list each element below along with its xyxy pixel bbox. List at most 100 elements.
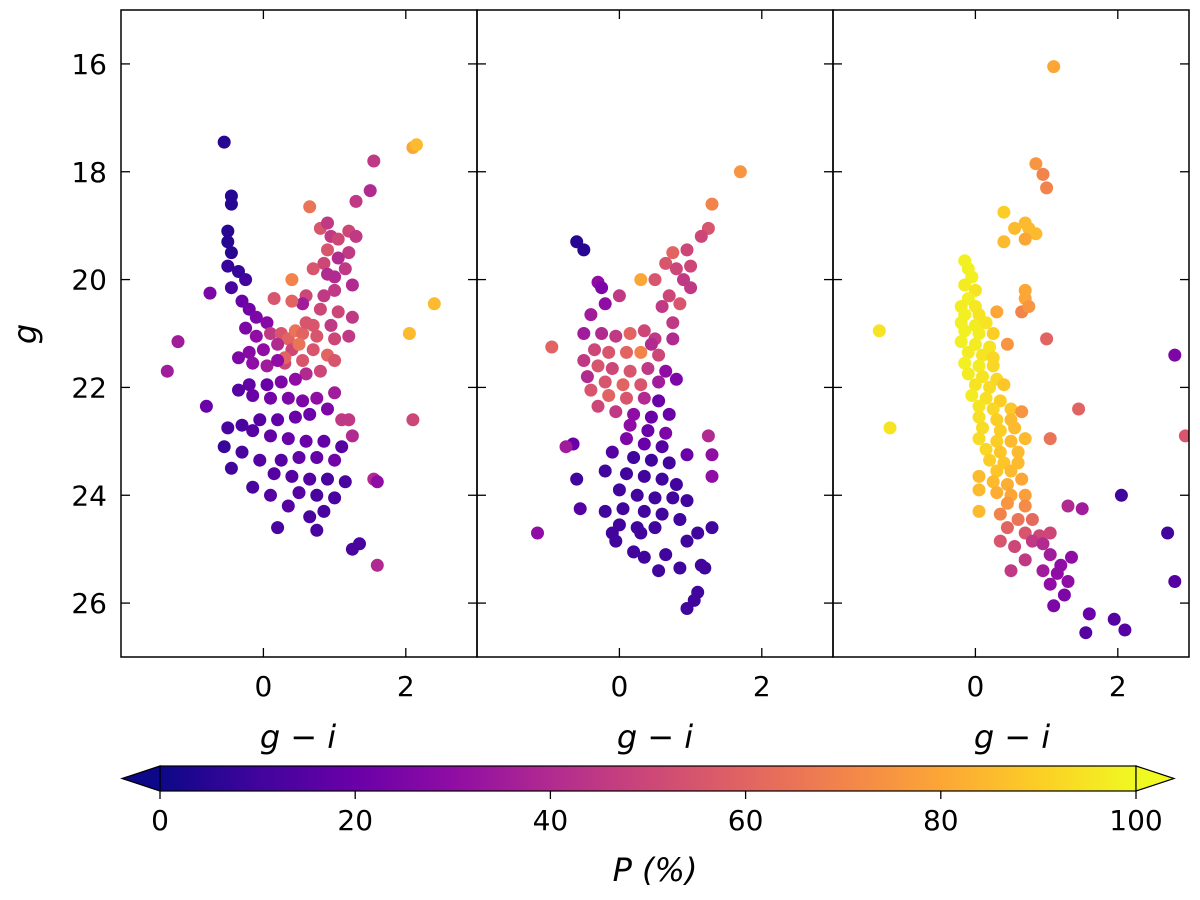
data-point bbox=[328, 283, 342, 297]
data-point bbox=[310, 451, 324, 464]
data-point bbox=[328, 354, 342, 367]
data-point bbox=[324, 318, 338, 332]
data-point bbox=[303, 407, 317, 421]
data-point bbox=[296, 354, 310, 367]
data-point bbox=[331, 251, 345, 265]
data-point bbox=[673, 297, 687, 311]
data-point bbox=[1040, 332, 1054, 346]
data-point bbox=[317, 256, 331, 270]
data-point bbox=[1079, 626, 1093, 640]
data-point bbox=[317, 504, 331, 518]
data-point bbox=[993, 445, 1007, 459]
data-point bbox=[588, 343, 601, 357]
x-tick-label: 0 bbox=[254, 670, 272, 703]
data-point bbox=[246, 424, 260, 438]
colorbar-tick-label: 20 bbox=[337, 804, 373, 837]
data-point bbox=[1011, 445, 1025, 459]
data-point bbox=[691, 526, 705, 540]
data-point bbox=[1015, 405, 1029, 419]
data-point bbox=[345, 310, 359, 324]
colorbar-extend-max bbox=[1135, 765, 1176, 792]
y-tick-label: 26 bbox=[71, 587, 107, 620]
data-point bbox=[410, 138, 423, 152]
data-point bbox=[349, 229, 363, 243]
data-point bbox=[644, 453, 658, 467]
data-point bbox=[321, 402, 334, 416]
data-point bbox=[972, 410, 986, 424]
data-point bbox=[968, 378, 982, 392]
data-point bbox=[338, 475, 352, 489]
data-point bbox=[292, 451, 306, 464]
data-point bbox=[1008, 540, 1022, 553]
data-point bbox=[221, 421, 235, 435]
data-point bbox=[673, 561, 687, 575]
data-point bbox=[1036, 167, 1050, 181]
data-point bbox=[281, 432, 295, 446]
data-point bbox=[253, 453, 267, 467]
data-point bbox=[986, 475, 1000, 489]
data-point bbox=[299, 367, 313, 381]
data-point bbox=[1008, 421, 1022, 435]
data-point bbox=[580, 370, 594, 384]
data-point bbox=[1107, 612, 1121, 626]
data-point bbox=[1018, 232, 1032, 246]
data-point bbox=[705, 197, 719, 211]
data-point bbox=[990, 464, 1004, 478]
data-point bbox=[285, 294, 299, 308]
data-point bbox=[242, 345, 256, 359]
data-point bbox=[239, 273, 253, 287]
data-point bbox=[1036, 537, 1050, 551]
data-point bbox=[997, 235, 1011, 249]
data-point bbox=[620, 432, 633, 446]
data-point bbox=[605, 445, 619, 459]
data-point bbox=[1118, 623, 1132, 637]
data-point bbox=[976, 348, 989, 362]
data-point bbox=[367, 154, 381, 168]
data-point bbox=[627, 451, 641, 464]
data-point bbox=[1043, 526, 1057, 540]
data-point bbox=[342, 246, 356, 260]
y-tick-label: 22 bbox=[71, 371, 107, 404]
data-point bbox=[1018, 432, 1032, 446]
data-point bbox=[246, 356, 260, 370]
data-point bbox=[239, 321, 253, 335]
data-point bbox=[264, 488, 277, 502]
data-point bbox=[669, 372, 683, 386]
data-point bbox=[673, 513, 687, 526]
data-point bbox=[961, 345, 975, 359]
data-point bbox=[353, 537, 366, 551]
data-point bbox=[972, 504, 986, 518]
data-point bbox=[317, 434, 331, 448]
data-point bbox=[224, 246, 238, 260]
data-point bbox=[1057, 588, 1071, 602]
data-point bbox=[972, 399, 986, 413]
data-point bbox=[620, 467, 633, 481]
data-point bbox=[666, 246, 680, 260]
data-point bbox=[559, 440, 573, 454]
data-point bbox=[249, 310, 263, 324]
data-point bbox=[669, 478, 683, 491]
data-point bbox=[217, 440, 231, 454]
data-point bbox=[296, 297, 310, 311]
data-point bbox=[342, 329, 356, 343]
data-point bbox=[299, 434, 313, 448]
data-point bbox=[253, 413, 267, 427]
data-point bbox=[680, 448, 694, 462]
data-point bbox=[267, 467, 281, 481]
data-point bbox=[1000, 496, 1014, 510]
data-point bbox=[986, 402, 1000, 416]
data-point bbox=[972, 359, 986, 373]
data-point bbox=[249, 329, 263, 343]
data-point bbox=[616, 502, 630, 516]
data-point bbox=[328, 386, 342, 400]
data-point bbox=[235, 418, 249, 432]
data-point bbox=[328, 491, 342, 505]
data-point bbox=[321, 472, 334, 486]
data-point bbox=[1000, 337, 1014, 351]
x-tick-label: 2 bbox=[1109, 670, 1127, 703]
data-point bbox=[1072, 402, 1086, 416]
colorbar-extend-min bbox=[120, 765, 161, 792]
panel-3-frame bbox=[832, 9, 1190, 658]
data-point bbox=[662, 456, 676, 470]
